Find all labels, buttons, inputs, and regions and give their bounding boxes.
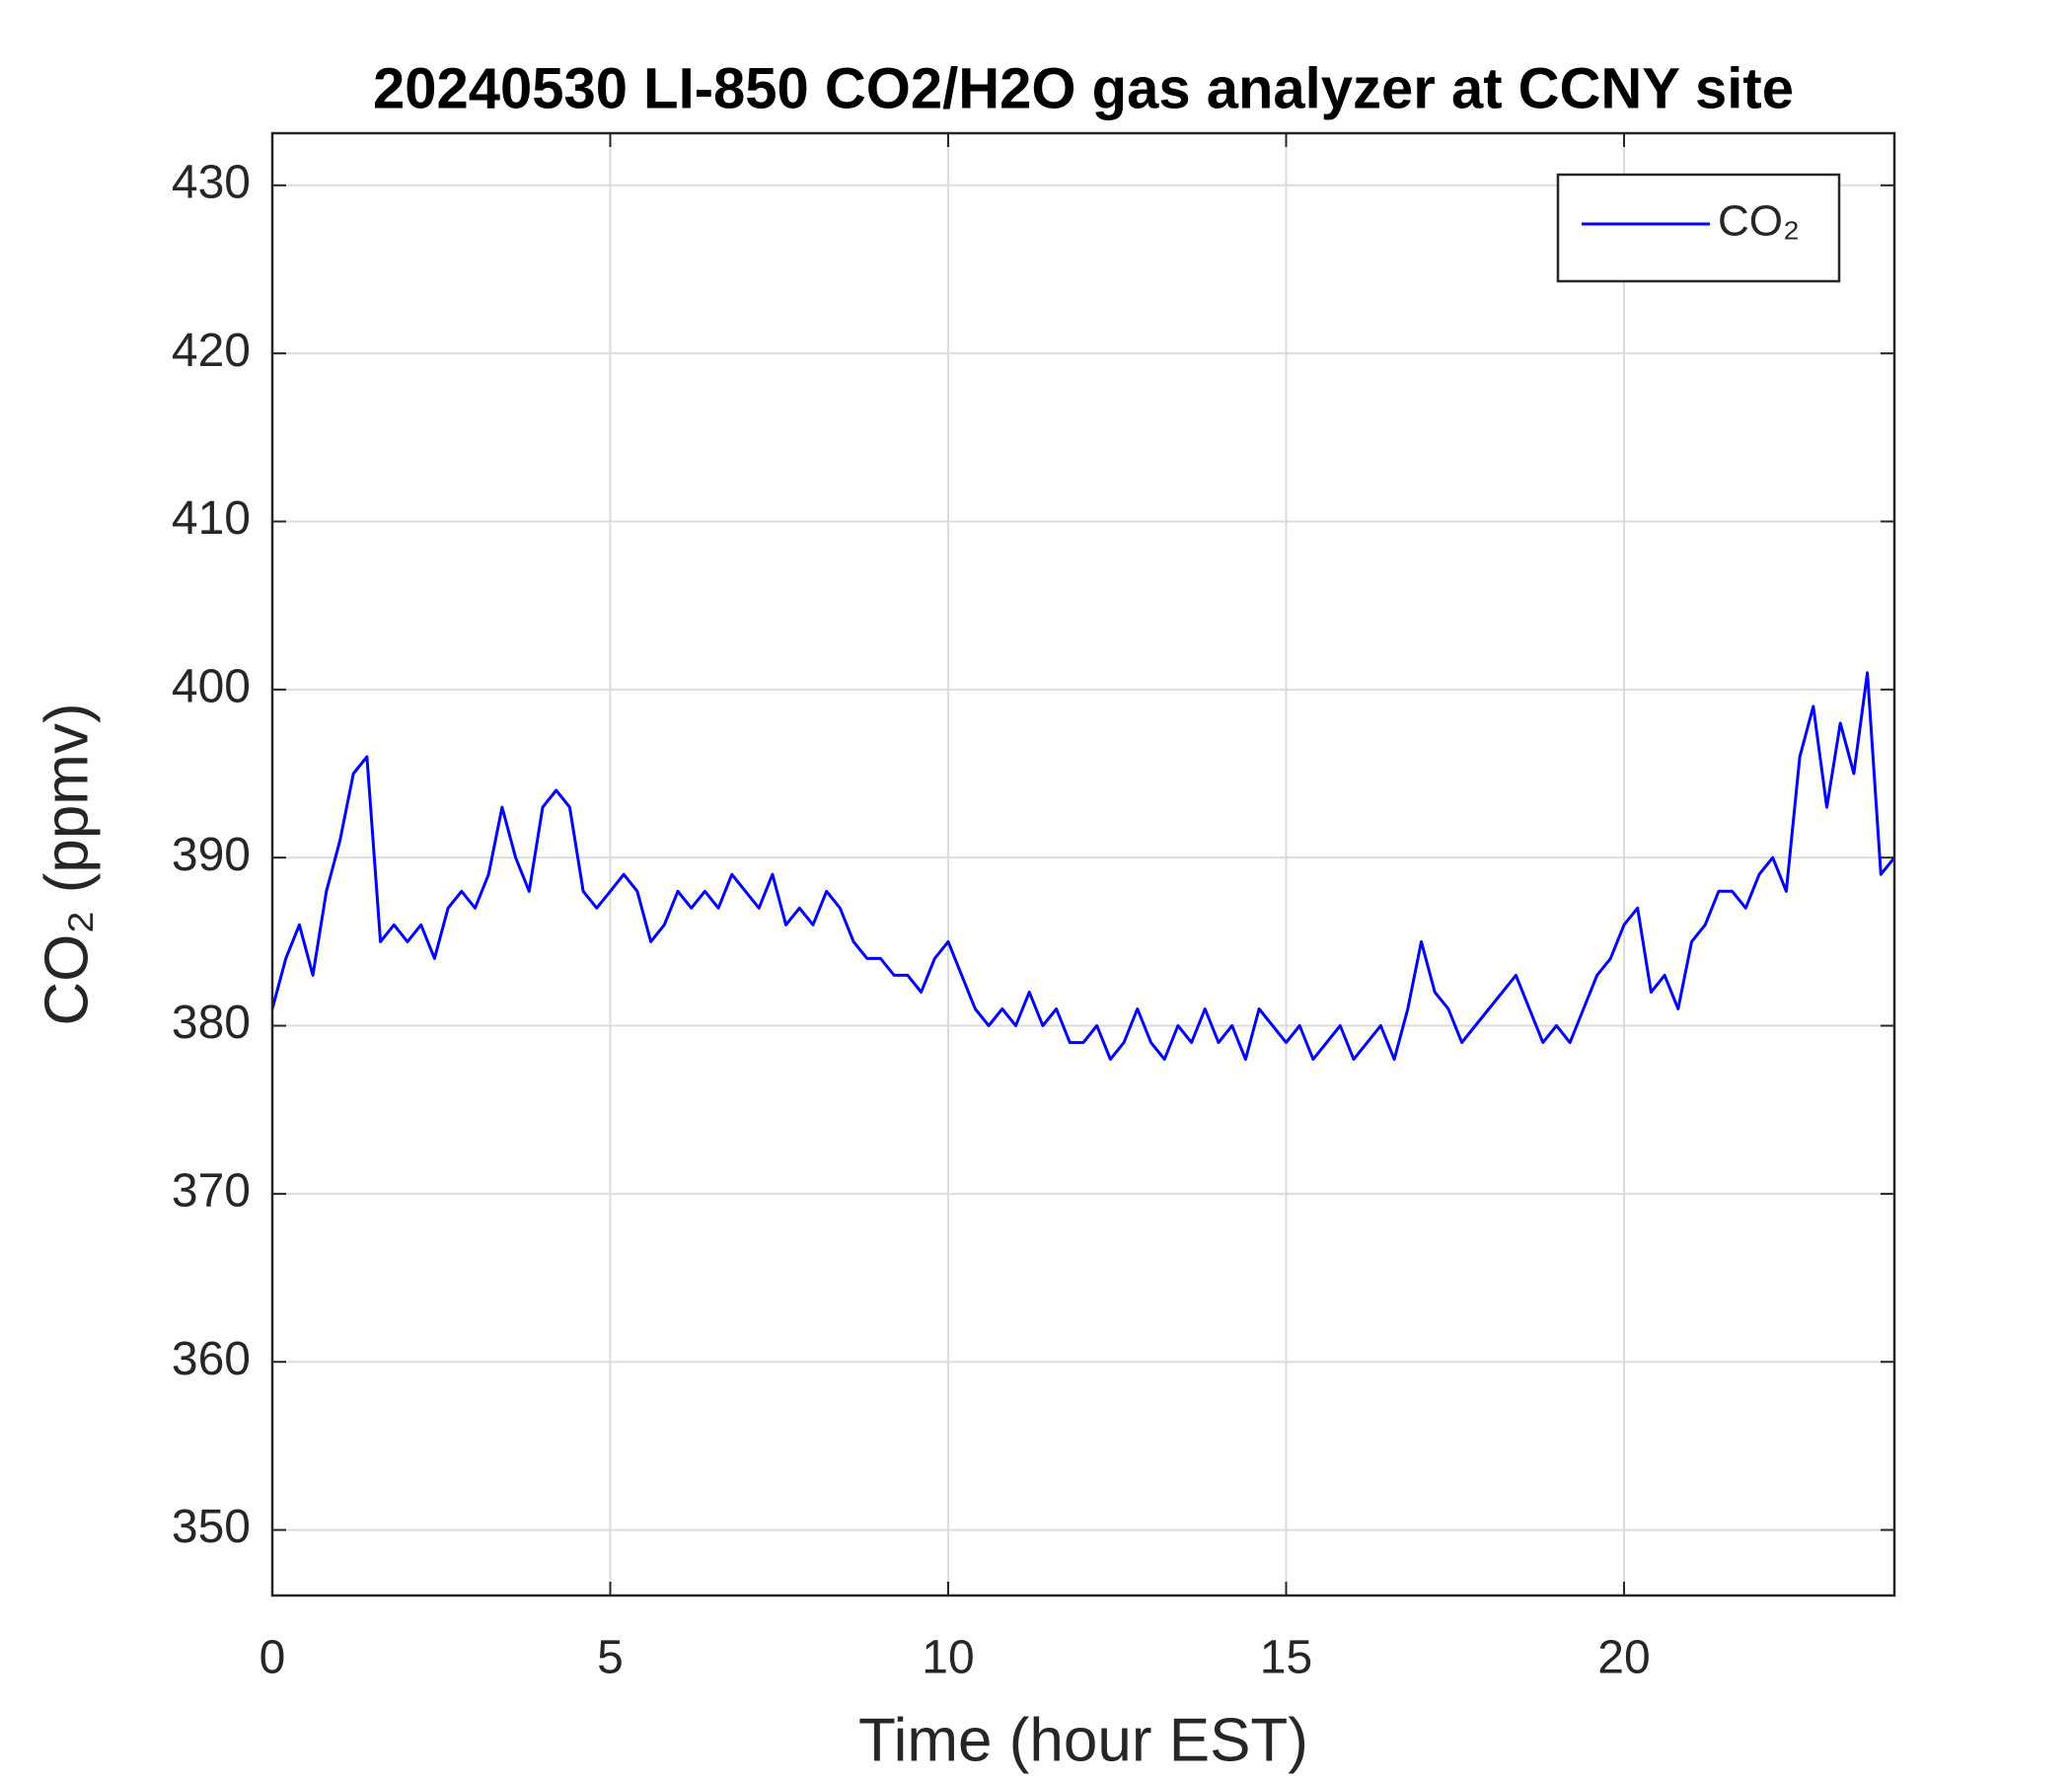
y-tick-label: 400 [172, 661, 251, 713]
x-tick-label: 0 [259, 1632, 286, 1684]
legend-box [1556, 173, 1841, 283]
plot-frame [270, 131, 1896, 1597]
y-tick-label: 370 [172, 1165, 251, 1218]
data-line [270, 671, 1896, 1062]
x-tick-label: 10 [922, 1632, 974, 1684]
x-axis-label: Time (hour EST) [858, 1706, 1308, 1774]
y-tick-label: 350 [172, 1501, 251, 1553]
y-tick-label: 360 [172, 1333, 251, 1385]
x-tick-label: 5 [597, 1632, 624, 1684]
y-axis-label: CO₂ (ppmv) [33, 703, 101, 1025]
y-tick-label: 410 [172, 492, 251, 545]
y-tick-label: 420 [172, 325, 251, 377]
y-tick-label: 390 [172, 829, 251, 881]
y-tick-label: 380 [172, 997, 251, 1049]
y-tick-label: 430 [172, 156, 251, 208]
x-tick-label: 20 [1597, 1632, 1650, 1684]
x-tick-label: 15 [1260, 1632, 1312, 1684]
legend-label: CO₂ [1718, 197, 1800, 246]
chart-title: 20240530 LI-850 CO2/H2O gas analyzer at … [373, 56, 1794, 120]
